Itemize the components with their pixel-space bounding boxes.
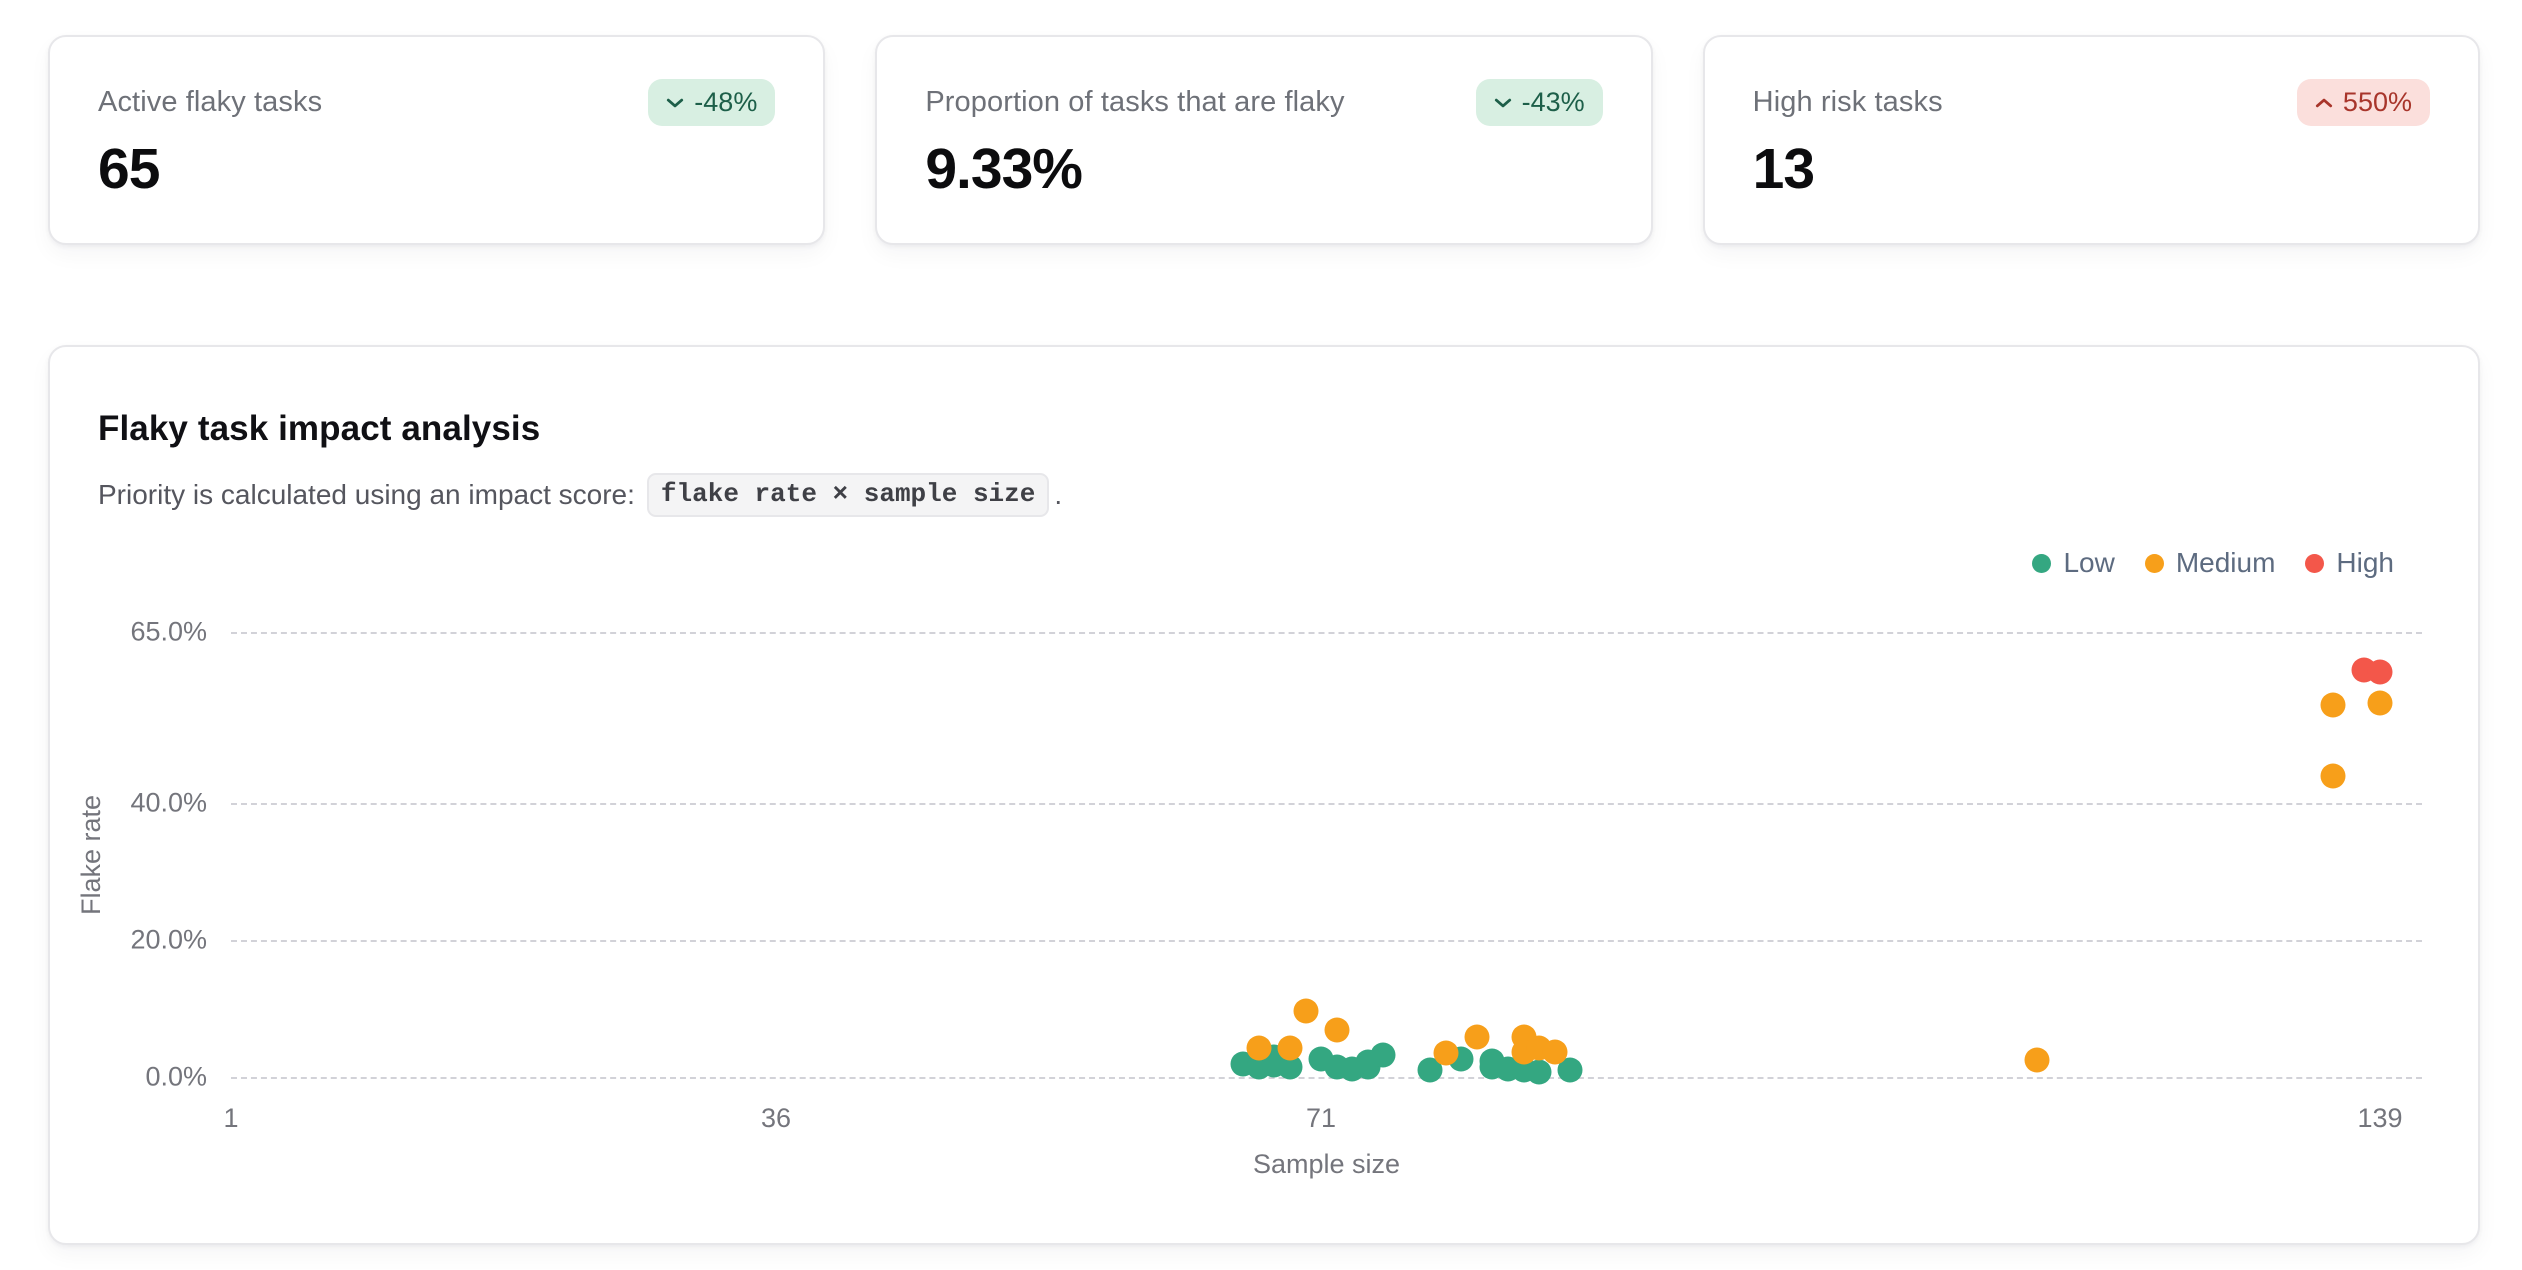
stat-card-header: Active flaky tasks -48% xyxy=(98,79,776,127)
legend-swatch-icon xyxy=(2032,553,2052,573)
scatter-dot-medium[interactable] xyxy=(1324,1017,1350,1043)
scatter-dot-medium[interactable] xyxy=(1433,1040,1459,1066)
legend-swatch-icon xyxy=(2305,553,2325,573)
stat-trend-badge: -48% xyxy=(648,79,776,127)
stat-label: Proportion of tasks that are flaky xyxy=(925,86,1345,119)
legend-item-high[interactable]: High xyxy=(2305,547,2394,579)
scatter-dot-medium[interactable] xyxy=(2367,690,2393,715)
legend-item-low[interactable]: Low xyxy=(2032,547,2115,579)
legend-label: High xyxy=(2336,547,2394,578)
scatter-dot-medium[interactable] xyxy=(1542,1039,1568,1065)
scatter-dot-medium[interactable] xyxy=(1277,1035,1303,1061)
chart-description: Priority is calculated using an impact s… xyxy=(98,473,1062,517)
y-tick-label: 0.0% xyxy=(145,1061,207,1092)
chevron-down-icon xyxy=(667,98,684,107)
stat-value: 65 xyxy=(98,137,160,202)
x-tick-label: 36 xyxy=(761,1103,792,1133)
chart-description-period: . xyxy=(1054,478,1063,510)
stat-label: Active flaky tasks xyxy=(98,86,323,119)
impact-analysis-card: Flaky task impact analysis Priority is c… xyxy=(48,345,2480,1245)
chevron-up-icon xyxy=(2315,98,2333,107)
chart-description-text: Priority is calculated using an impact s… xyxy=(98,478,635,510)
badge-delta: 550% xyxy=(2342,87,2412,118)
y-tick-label: 20.0% xyxy=(130,924,207,955)
scatter-dot-low[interactable] xyxy=(1526,1059,1552,1085)
scatter-dot-low[interactable] xyxy=(1370,1042,1396,1068)
y-tick-label: 40.0% xyxy=(130,787,207,818)
legend-swatch-icon xyxy=(2144,553,2164,573)
x-tick-label: 71 xyxy=(1306,1103,1337,1133)
gridline xyxy=(231,803,2422,806)
gridline xyxy=(231,632,2422,634)
stat-trend-badge: -43% xyxy=(1475,79,1603,127)
scatter-dot-medium[interactable] xyxy=(1246,1035,1272,1061)
stat-card-header: Proportion of tasks that are flaky -43% xyxy=(925,79,1603,127)
stat-label: High risk tasks xyxy=(1752,86,1943,119)
gridline xyxy=(231,1077,2422,1079)
stat-value: 9.33% xyxy=(925,137,1083,202)
stat-card-header: High risk tasks 550% xyxy=(1752,79,2430,127)
chevron-down-icon xyxy=(1494,98,1511,107)
scatter-dot-medium[interactable] xyxy=(2024,1047,2050,1073)
stat-card-active-flaky: Active flaky tasks -48% 65 xyxy=(48,35,826,245)
scatter-dot-medium[interactable] xyxy=(1464,1024,1490,1050)
scatter-dot-medium[interactable] xyxy=(2320,692,2346,718)
scatter-dot-medium[interactable] xyxy=(2320,763,2346,789)
chart-title: Flaky task impact analysis xyxy=(98,409,541,448)
badge-delta: -43% xyxy=(1521,87,1585,118)
legend-item-medium[interactable]: Medium xyxy=(2144,547,2276,579)
y-axis-title: Flake rate xyxy=(76,794,106,915)
badge-delta: -48% xyxy=(694,87,758,118)
stats-row: Active flaky tasks -48% 65 Proportion of… xyxy=(48,35,2480,245)
stat-card-high-risk: High risk tasks 550% 13 xyxy=(1702,35,2480,245)
gridline xyxy=(231,940,2422,943)
impact-formula-code: flake rate × sample size xyxy=(646,473,1050,517)
stat-trend-badge: 550% xyxy=(2296,79,2430,127)
legend-label: Low xyxy=(2063,547,2115,578)
x-axis-title: Sample size xyxy=(1252,1149,1401,1179)
stat-value: 13 xyxy=(1752,137,1815,202)
legend-label: Medium xyxy=(2175,547,2276,578)
y-tick-label: 65.0% xyxy=(130,616,207,647)
scatter-dot-high[interactable] xyxy=(2367,659,2393,685)
scatter-dot-medium[interactable] xyxy=(1293,998,1318,1024)
x-tick-label: 1 xyxy=(223,1103,239,1133)
chart-legend: Low Medium High xyxy=(2032,547,2394,579)
plot-area: Sample size 0.0% 20.0% 40.0% 65.0% 1 36 71 139 xyxy=(130,617,2422,1179)
x-tick-label: 139 xyxy=(2357,1103,2403,1133)
stat-card-flaky-proportion: Proportion of tasks that are flaky -43% … xyxy=(875,35,1653,245)
